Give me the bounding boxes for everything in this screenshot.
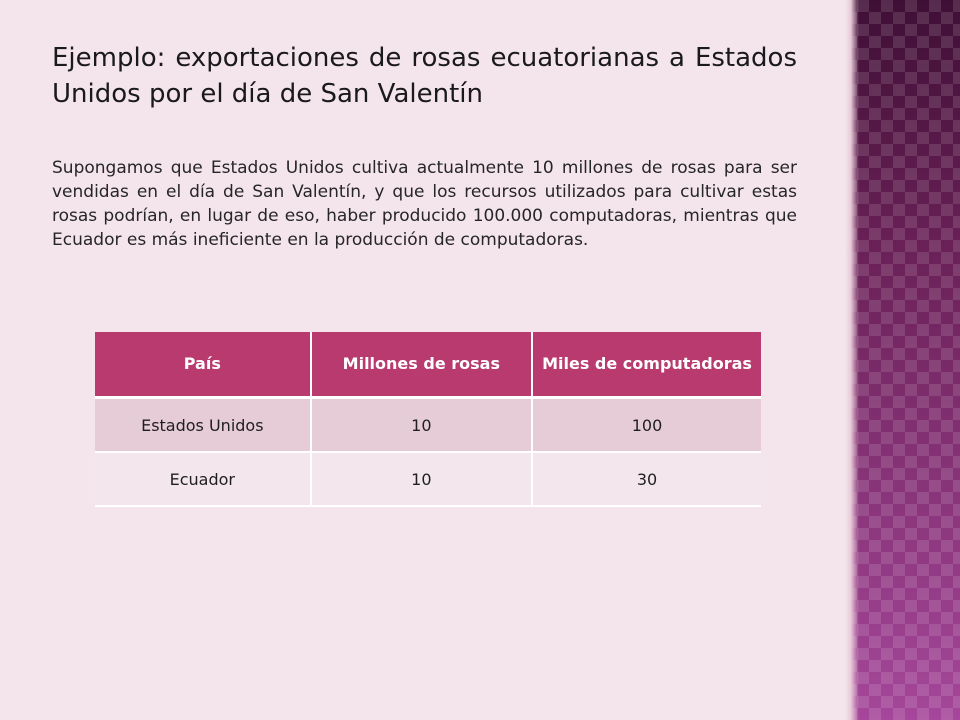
table-row: Estados Unidos 10 100	[95, 397, 761, 453]
table-row: Ecuador 10 30	[95, 452, 761, 507]
export-comparison-table: País Millones de rosas Miles de computad…	[95, 332, 761, 507]
header-roses-millions: Millones de rosas	[310, 332, 534, 399]
decorative-side-band	[845, 0, 960, 720]
slide-title: Ejemplo: exportaciones de rosas ecuatori…	[52, 43, 797, 109]
cell-country: Estados Unidos	[95, 397, 312, 453]
table-header-row: País Millones de rosas Miles de computad…	[95, 332, 761, 399]
cell-roses: 10	[310, 397, 534, 453]
slide-body-text: Supongamos que Estados Unidos cultiva ac…	[52, 158, 797, 250]
header-computers-thousands: Miles de computadoras	[532, 332, 761, 399]
cell-country: Ecuador	[95, 452, 312, 507]
header-country: País	[95, 332, 312, 399]
cell-computers: 30	[532, 452, 761, 507]
cell-roses: 10	[310, 452, 534, 507]
cell-computers: 100	[532, 397, 761, 453]
side-band-edge	[845, 0, 859, 720]
